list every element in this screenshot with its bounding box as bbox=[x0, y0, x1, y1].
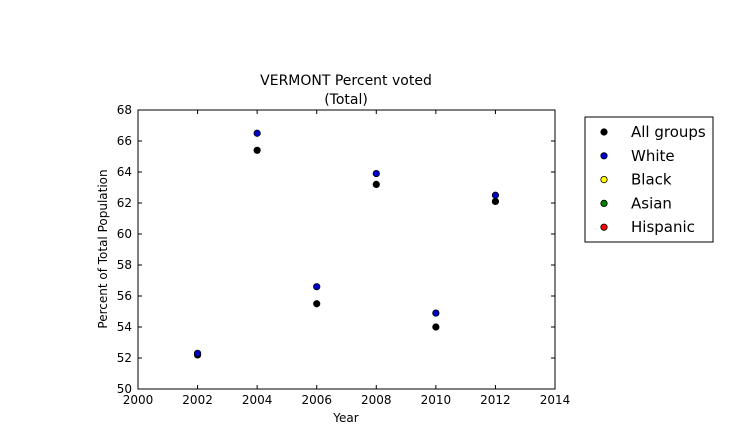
plot-area: 2000 2002 2004 2006 2008 2010 2012 2014 50 52 54 56… bbox=[117, 103, 571, 407]
x-tick-label: 2004 bbox=[242, 393, 273, 407]
point-white bbox=[253, 129, 261, 137]
y-axis-label: Percent of Total Population bbox=[96, 169, 110, 328]
x-tick-label: 2012 bbox=[480, 393, 511, 407]
point-all-groups bbox=[253, 146, 261, 154]
legend-label-all-groups: All groups bbox=[631, 123, 706, 141]
point-white bbox=[491, 191, 500, 199]
point-white bbox=[432, 309, 440, 317]
point-white bbox=[313, 283, 321, 291]
chart-subtitle: (Total) bbox=[324, 92, 368, 108]
point-all-groups bbox=[432, 323, 440, 331]
y-tick-label: 68 bbox=[117, 103, 132, 117]
x-axis-label: Year bbox=[332, 411, 358, 425]
y-tick-label: 64 bbox=[117, 165, 132, 179]
point-all-groups bbox=[491, 197, 500, 206]
point-all-groups bbox=[313, 300, 321, 308]
legend-marker-white bbox=[600, 152, 608, 160]
chart-title: VERMONT Percent voted bbox=[260, 73, 432, 89]
y-tick-label: 54 bbox=[117, 320, 132, 334]
legend-marker-asian bbox=[600, 199, 608, 207]
y-tick-label: 60 bbox=[117, 227, 132, 241]
y-tick-label: 56 bbox=[117, 289, 132, 303]
point-all-groups bbox=[372, 180, 380, 188]
point-white bbox=[193, 349, 202, 357]
point-white bbox=[372, 169, 380, 178]
legend-marker-hispanic bbox=[600, 223, 608, 231]
legend-label-asian: Asian bbox=[631, 194, 672, 212]
y-tick-label: 50 bbox=[117, 382, 132, 396]
x-tick-label: 2000 bbox=[123, 393, 154, 407]
x-tick-label: 2008 bbox=[361, 393, 392, 407]
y-tick-label: 52 bbox=[117, 351, 132, 365]
x-tick-label: 2006 bbox=[301, 393, 332, 407]
plot-frame bbox=[137, 109, 556, 390]
legend: All groups White Black Asian Hispanic bbox=[584, 116, 714, 243]
legend-marker-all-groups bbox=[600, 128, 608, 136]
y-tick-label: 58 bbox=[117, 258, 132, 272]
legend-label-white: White bbox=[631, 147, 675, 165]
x-tick-label: 2002 bbox=[182, 393, 213, 407]
x-tick-label: 2010 bbox=[421, 393, 452, 407]
x-tick-label: 2014 bbox=[540, 393, 571, 407]
legend-label-black: Black bbox=[631, 171, 672, 189]
y-tick-label: 66 bbox=[117, 134, 132, 148]
y-tick-label: 62 bbox=[117, 196, 132, 210]
legend-label-hispanic: Hispanic bbox=[631, 218, 695, 236]
legend-marker-black bbox=[600, 176, 608, 184]
